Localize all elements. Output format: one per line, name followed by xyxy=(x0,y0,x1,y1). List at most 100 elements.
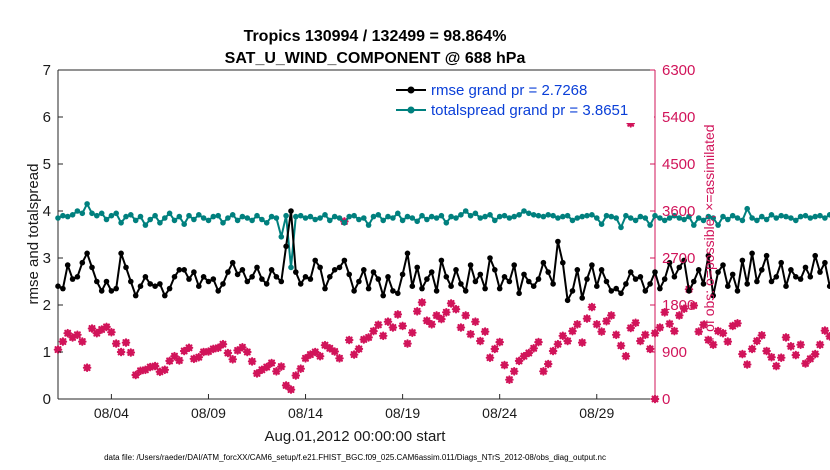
spread-point xyxy=(55,215,61,221)
rmse-point xyxy=(482,285,488,292)
right-tick-label: 900 xyxy=(662,344,687,361)
spread-point xyxy=(637,213,644,220)
spread-point xyxy=(147,216,153,223)
spread-point xyxy=(210,213,217,220)
spread-point xyxy=(661,217,668,224)
obs-point xyxy=(107,327,116,337)
rmse-point xyxy=(428,269,435,275)
spread-point xyxy=(424,216,430,223)
obs-point xyxy=(179,346,189,356)
rmse-point xyxy=(768,278,775,285)
obs-point xyxy=(446,299,456,308)
obs-point xyxy=(762,346,771,356)
rmse-point xyxy=(681,257,687,264)
rmse-point xyxy=(55,283,61,290)
rmse-point xyxy=(623,281,629,287)
obs-point xyxy=(767,352,776,362)
spread-point xyxy=(239,213,246,220)
rmse-point xyxy=(695,267,702,273)
obs-point xyxy=(383,317,393,326)
spread-point xyxy=(312,216,319,223)
rmse-point xyxy=(506,278,513,285)
obs-point xyxy=(204,347,213,356)
spread-point xyxy=(293,213,299,220)
rmse-point xyxy=(331,267,338,273)
obs-point xyxy=(58,337,68,346)
rmse-point xyxy=(84,250,90,257)
spread-point xyxy=(419,212,425,219)
spread-point xyxy=(94,212,100,219)
obs-point xyxy=(733,319,742,328)
obs-point xyxy=(277,362,286,371)
obs-point xyxy=(708,340,718,349)
rmse-point xyxy=(545,269,551,275)
spread-point xyxy=(414,218,421,225)
spread-point xyxy=(399,217,406,224)
spread-point xyxy=(244,215,251,221)
obs-point xyxy=(796,340,805,349)
obs-point xyxy=(111,339,121,348)
rmse-point xyxy=(802,264,809,271)
obs-point xyxy=(500,360,509,370)
x-axis-label: Aug.01,2012 00:00:00 start xyxy=(265,428,447,445)
obs-point xyxy=(645,344,655,354)
rmse-point xyxy=(686,288,692,294)
spread-point xyxy=(162,215,168,221)
spread-point xyxy=(288,264,294,271)
obs-point xyxy=(136,366,145,376)
obs-point xyxy=(553,339,563,349)
rmse-point xyxy=(346,271,353,278)
rmse-point xyxy=(676,264,683,271)
spread-point xyxy=(511,213,517,220)
x-tick-label: 08/04 xyxy=(94,405,129,421)
obs-point xyxy=(752,336,762,346)
obs-point xyxy=(145,362,155,372)
spread-point xyxy=(691,222,697,228)
y-axis-label: rmse and totalspread xyxy=(25,164,42,305)
rmse-point xyxy=(186,276,192,282)
left-tick-label: 1 xyxy=(43,344,51,361)
spread-point xyxy=(807,215,814,221)
spread-point xyxy=(686,213,692,220)
rmse-point xyxy=(312,257,319,264)
rmse-point xyxy=(812,252,818,259)
obs-point xyxy=(806,354,815,364)
rmse-point xyxy=(560,259,566,266)
rmse-point xyxy=(89,264,95,271)
rmse-point xyxy=(128,278,134,285)
obs-point xyxy=(772,361,781,371)
obs-point xyxy=(369,326,378,336)
obs-point xyxy=(587,302,597,312)
rmse-point xyxy=(657,285,663,292)
obs-point xyxy=(679,304,689,313)
spread-point xyxy=(283,212,289,219)
spread-point xyxy=(623,212,629,219)
right-tick-label: 4500 xyxy=(662,156,695,173)
rmse-point xyxy=(234,271,241,278)
spread-point xyxy=(98,210,105,217)
rmse-point xyxy=(365,285,372,292)
spread-point xyxy=(506,215,513,221)
spread-point xyxy=(477,215,484,221)
rmse-point xyxy=(356,278,362,285)
rmse-point xyxy=(380,292,387,299)
obs-point xyxy=(359,335,369,344)
rmse-point xyxy=(196,283,202,290)
obs-point xyxy=(301,354,310,363)
obs-point xyxy=(476,336,485,346)
obs-point xyxy=(631,318,640,328)
rmse-point xyxy=(589,262,595,268)
obs-point xyxy=(126,348,136,357)
spread-point xyxy=(647,222,653,228)
rmse-point xyxy=(579,295,585,301)
rmse-point xyxy=(778,259,784,266)
obs-point xyxy=(524,348,534,358)
spread-point xyxy=(482,213,488,220)
rmse-point xyxy=(564,297,571,304)
spread-point xyxy=(307,213,314,220)
spread-point xyxy=(79,210,86,217)
obs-point xyxy=(815,340,825,349)
obs-point xyxy=(801,359,810,368)
rmse-point xyxy=(424,276,430,282)
spread-point xyxy=(249,217,255,224)
